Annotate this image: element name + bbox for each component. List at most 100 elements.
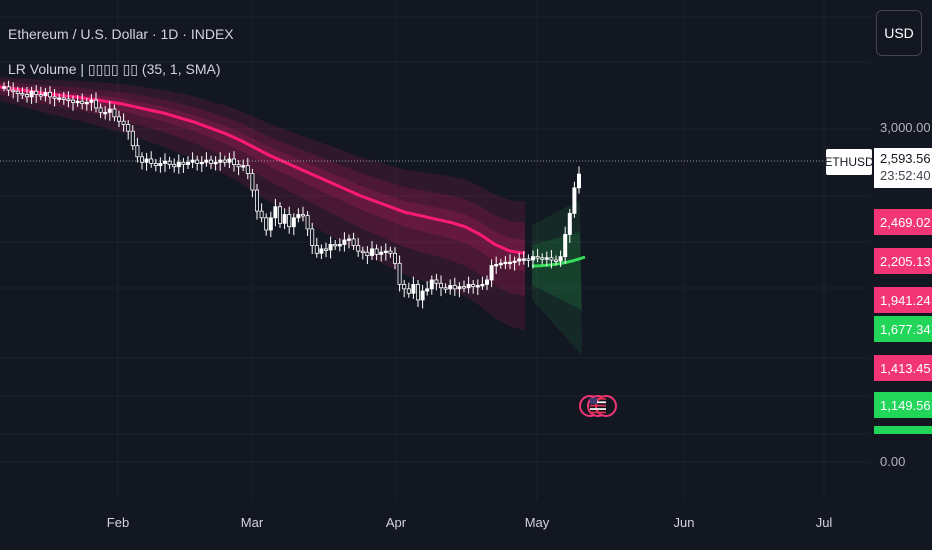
candle-body (61, 97, 66, 100)
candle-body (149, 158, 154, 164)
candle-body (6, 86, 11, 91)
candle-body (268, 217, 273, 231)
candle-body (351, 238, 356, 246)
band-price-tag: 1,677.34 (874, 316, 932, 342)
candle-body (208, 159, 213, 164)
candle-body (112, 108, 117, 118)
candle-body (254, 189, 259, 212)
candle-body (448, 285, 453, 290)
candle-body (558, 256, 563, 262)
candle-body (503, 261, 508, 265)
candle-body (374, 248, 379, 255)
candle-body (71, 99, 76, 103)
candle-body (126, 124, 131, 132)
candle-body (323, 248, 328, 251)
candle-body (411, 283, 416, 294)
candle-body (107, 108, 112, 113)
currency-button[interactable]: USD (876, 10, 922, 56)
candle-body (300, 214, 305, 217)
candle-body (526, 258, 531, 261)
candle-body (277, 206, 282, 224)
candle-body (204, 159, 209, 163)
candle-body (314, 245, 319, 254)
candle-body (162, 160, 167, 164)
candle-body (176, 161, 181, 168)
candle-body (282, 214, 287, 224)
candle-body (172, 164, 177, 168)
candle-body (429, 279, 434, 290)
candle-body (406, 288, 411, 294)
candle-body (236, 164, 241, 168)
candle-body (158, 163, 163, 167)
candle-body (544, 257, 549, 260)
candle-body (245, 165, 250, 174)
candle-body (167, 160, 172, 165)
candle-body (153, 163, 158, 167)
candle-body (66, 98, 71, 101)
price-axis-label-0: 0.00 (880, 454, 906, 469)
candle-body (397, 262, 402, 285)
candle-body (250, 172, 255, 191)
candle-body (139, 156, 144, 163)
candle-body (438, 282, 443, 289)
last-price-tag: 2,593.56 23:52:40 (874, 148, 932, 188)
candle-body (29, 90, 34, 98)
candle-body (466, 283, 471, 289)
candle-body (517, 258, 522, 262)
candle-body (567, 212, 572, 235)
candle-body (135, 145, 140, 158)
symbol-tag: ETHUSD (824, 149, 874, 175)
candle-body (185, 161, 190, 165)
candle-body (333, 244, 338, 247)
candle-body (328, 244, 333, 251)
candle-body (144, 158, 149, 163)
candle-body (218, 159, 223, 163)
candle-body (475, 285, 480, 288)
candle-body (15, 90, 20, 94)
chart-title: Ethereum / U.S. Dollar · 1D · INDEX (8, 26, 234, 42)
candle-body (452, 285, 457, 290)
candle-body (379, 251, 384, 255)
candle-body (38, 94, 43, 97)
candle-body (512, 260, 517, 263)
candle-body (52, 96, 57, 99)
candle-body (337, 244, 342, 247)
candle-body (521, 258, 526, 261)
candle-body (346, 238, 351, 241)
candle-body (369, 248, 374, 256)
lr-moving-average-line-bull (531, 255, 586, 268)
candle-body (402, 283, 407, 290)
candle-body (365, 251, 370, 256)
candle-body (434, 279, 439, 284)
candle-body (342, 239, 347, 245)
candle-body (383, 250, 388, 254)
candle-body (310, 228, 315, 246)
candle-body (259, 210, 264, 219)
candle-body (577, 173, 582, 189)
candle-body (34, 90, 39, 95)
indicator-legend[interactable]: LR Volume | ▯▯▯▯ ▯▯ (35, 1, SMA) (8, 61, 221, 77)
candle-body (24, 94, 29, 98)
candle-body (356, 245, 361, 252)
candle-body (535, 256, 540, 259)
candle-body (291, 217, 296, 228)
candle-body (241, 165, 246, 168)
candle-body (572, 187, 577, 214)
candle-body (425, 288, 430, 292)
band-price-tag: 1,413.45 (874, 355, 932, 381)
band-price-tag: 2,205.13 (874, 248, 932, 274)
us-flag-stripe (590, 411, 606, 414)
candle-body (305, 215, 310, 230)
time-axis-jun: Jun (673, 515, 695, 530)
candle-body (498, 262, 503, 266)
candle-body (287, 214, 292, 228)
candle-body (296, 214, 301, 219)
candle-body (540, 257, 545, 260)
price-axis-label-3000: 3,000.00 (880, 120, 931, 135)
candle-body (213, 161, 218, 165)
candle-body (360, 250, 365, 254)
candle-body (471, 283, 476, 288)
candle-body (563, 234, 568, 258)
candle-body (319, 248, 324, 254)
